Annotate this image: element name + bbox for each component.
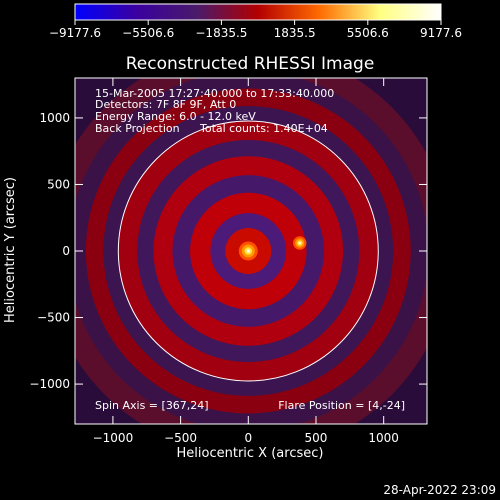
- axis-ticks: [75, 78, 427, 424]
- flare-source: [298, 241, 301, 245]
- timestamp: 28-Apr-2022 23:09: [383, 483, 496, 497]
- x-tick-label: 0: [244, 431, 252, 445]
- colorbar-ticks: [74, 20, 442, 25]
- plot-area: [74, 77, 428, 425]
- solar-limb: [117, 120, 379, 382]
- colorbar-tick-label: −9177.6: [49, 26, 101, 40]
- spin-axis-label: Spin Axis = [367,24]: [95, 399, 209, 412]
- info-line-method: Back Projection: [95, 122, 180, 135]
- colorbar: −9177.6 −5506.6 −1835.5 1835.5 5506.6 9177.6: [49, 3, 462, 40]
- info-annotations: 15-Mar-2005 17:27:40.000 to 17:33:40.000…: [95, 87, 405, 412]
- y-tick-label: 0: [62, 244, 70, 258]
- x-tick-label: 1000: [368, 431, 399, 445]
- colorbar-tick-label: 5506.6: [347, 26, 389, 40]
- y-tick-label: 1000: [39, 111, 70, 125]
- chart-title: Reconstructed RHESSI Image: [126, 54, 375, 74]
- x-axis-label: Heliocentric X (arcsec): [177, 446, 324, 461]
- colorbar-tick-label: 1835.5: [274, 26, 316, 40]
- x-tick-labels: −1000 −500 0 500 1000: [93, 431, 399, 445]
- y-axis-label: Heliocentric Y (arcsec): [3, 177, 18, 323]
- y-tick-label: −500: [37, 311, 70, 325]
- y-tick-label: 500: [47, 177, 70, 191]
- info-line-energy: Energy Range: 6.0 - 12.0 keV: [95, 110, 256, 123]
- reconstructed-image: [75, 78, 427, 424]
- info-line-time: 15-Mar-2005 17:27:40.000 to 17:33:40.000: [95, 87, 334, 100]
- info-line-detectors: Detectors: 7F 8F 9F, Att 0: [95, 98, 236, 111]
- y-tick-label: −1000: [29, 377, 70, 391]
- x-tick-label: −500: [164, 431, 197, 445]
- x-tick-label: −1000: [93, 431, 134, 445]
- info-line-total-counts: Total counts: 1.40E+04: [199, 122, 328, 135]
- y-tick-labels: −1000 −500 0 500 1000: [29, 111, 70, 391]
- colorbar-tick-label: −5506.6: [122, 26, 174, 40]
- flare-position-label: Flare Position = [4,-24]: [278, 399, 405, 412]
- colorbar-bar: [74, 3, 442, 21]
- colorbar-tick-labels: −9177.6 −5506.6 −1835.5 1835.5 5506.6 9177.6: [49, 26, 462, 40]
- x-tick-label: 500: [305, 431, 328, 445]
- colorbar-tick-label: −1835.5: [195, 26, 247, 40]
- flare-source: [246, 249, 250, 253]
- colorbar-tick-label: 9177.6: [420, 26, 462, 40]
